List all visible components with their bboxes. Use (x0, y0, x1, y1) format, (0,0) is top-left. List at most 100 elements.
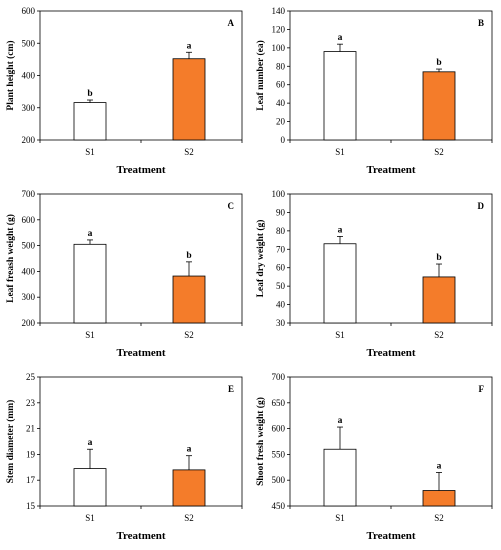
panel-d: 30 40 50 60 70 80 90 100 a S1 b S2 Treatment Leaf dry… (250, 183, 500, 366)
y-tick-label: 600 (272, 424, 286, 434)
bar-s2 (172, 275, 206, 324)
panel-letter: A (228, 18, 235, 28)
panel-letter: B (478, 18, 484, 28)
bar-s2 (422, 490, 456, 507)
y-tick-label: 120 (272, 24, 286, 34)
significance-letter: a (437, 461, 442, 471)
x-axis-label: Treatment (366, 164, 415, 176)
y-tick-label: 100 (272, 189, 286, 199)
y-tick-label: 140 (272, 6, 286, 16)
panel-a: 200 300 400 500 600 b S1 a S2 Treatment Plant heig… (0, 0, 250, 183)
y-tick-label: 400 (22, 71, 36, 81)
y-tick-label: 90 (276, 207, 286, 217)
x-axis-label: Treatment (366, 530, 415, 542)
x-axis-label: Treatment (366, 347, 415, 359)
x-tick-label: S1 (335, 147, 345, 157)
bar-s2 (172, 58, 206, 141)
x-tick-label: S2 (434, 513, 444, 523)
x-axis-label: Treatment (116, 347, 165, 359)
significance-letter: b (436, 253, 441, 263)
y-tick-label: 60 (276, 80, 286, 90)
y-tick-label: 700 (22, 189, 36, 199)
y-tick-label: 80 (276, 226, 286, 236)
plot-frame (39, 376, 243, 507)
y-tick-label: 200 (22, 318, 36, 328)
plot-frame (289, 193, 493, 324)
significance-letter: a (338, 416, 343, 426)
chart-c: 200 300 400 500 600 700 a S1 b S2 Treatment Leaf fr… (5, 189, 243, 359)
y-tick-label: 20 (276, 117, 286, 127)
plot-frame (289, 10, 493, 141)
y-tick-label: 21 (26, 424, 35, 434)
y-tick-label: 50 (276, 281, 286, 291)
y-tick-label: 60 (276, 263, 286, 273)
y-tick-label: 300 (22, 292, 36, 302)
y-tick-label: 600 (22, 6, 36, 16)
y-tick-label: 500 (22, 38, 36, 48)
y-tick-label: 15 (26, 501, 36, 511)
x-tick-label: S1 (335, 513, 345, 523)
bar-s2 (422, 276, 456, 324)
bar-s1 (323, 448, 357, 507)
y-tick-label: 500 (22, 241, 36, 251)
x-tick-label: S1 (85, 147, 95, 157)
significance-letter: a (187, 445, 192, 455)
panel-letter: F (479, 384, 485, 394)
significance-letter: b (436, 58, 441, 68)
y-tick-label: 700 (272, 372, 286, 382)
x-tick-label: S2 (434, 330, 444, 340)
panel-e: 15 17 19 21 23 25 a S1 a S2 Treatment Stem diameter… (0, 366, 250, 549)
y-tick-label: 100 (272, 43, 286, 53)
panel-letter: E (228, 384, 234, 394)
y-tick-label: 400 (22, 266, 36, 276)
chart-f: 450 500 550 600 650 700 a S1 a S2 Treatment Shoot f… (255, 372, 493, 542)
chart-d: 30 40 50 60 70 80 90 100 a S1 b S2 Treatment Leaf dry… (255, 189, 493, 359)
y-axis-label: Leaf number (ea) (255, 40, 266, 111)
x-axis-label: Treatment (116, 530, 165, 542)
panel-letter: D (478, 201, 485, 211)
significance-letter: a (88, 438, 93, 448)
y-tick-label: 650 (272, 398, 286, 408)
y-tick-label: 80 (276, 61, 286, 71)
bar-s2 (422, 71, 456, 141)
y-tick-label: 300 (22, 103, 36, 113)
x-tick-label: S1 (85, 513, 95, 523)
chart-b: 0 20 40 60 80 100 120 140 a S1 b S2 Treatment Leaf nu… (255, 6, 493, 176)
y-axis-label: Leaf dry weight (g) (255, 220, 266, 298)
y-tick-label: 0 (281, 135, 286, 145)
panel-b: 0 20 40 60 80 100 120 140 a S1 b S2 Treatment Leaf nu… (250, 0, 500, 183)
plot-frame (39, 193, 243, 324)
bar-s1 (323, 51, 357, 141)
y-axis-label: Plant height (cm) (5, 40, 16, 110)
x-tick-label: S2 (434, 147, 444, 157)
x-tick-label: S2 (184, 513, 194, 523)
significance-letter: a (338, 225, 343, 235)
y-tick-label: 40 (276, 300, 286, 310)
y-tick-label: 23 (26, 398, 36, 408)
bar-s1 (323, 243, 357, 324)
x-tick-label: S2 (184, 330, 194, 340)
y-tick-label: 19 (26, 449, 36, 459)
y-tick-label: 450 (272, 501, 286, 511)
y-axis-label: Stem diameter (mm) (5, 400, 16, 484)
panel-c: 200 300 400 500 600 700 a S1 b S2 Treatment Leaf fr… (0, 183, 250, 366)
significance-letter: a (187, 41, 192, 51)
chart-e: 15 17 19 21 23 25 a S1 a S2 Treatment Stem diameter… (5, 372, 243, 542)
plot-frame (289, 376, 493, 507)
bar-s1 (73, 102, 107, 141)
significance-letter: a (88, 229, 93, 239)
y-tick-label: 70 (276, 244, 286, 254)
significance-letter: a (338, 33, 343, 43)
plot-frame (39, 10, 243, 141)
y-axis-label: Shoot fresh weight (g) (255, 397, 266, 486)
x-tick-label: S1 (85, 330, 95, 340)
y-tick-label: 550 (272, 449, 286, 459)
y-tick-label: 200 (22, 135, 36, 145)
y-tick-label: 40 (276, 98, 286, 108)
bar-s1 (73, 243, 107, 324)
y-tick-label: 30 (276, 318, 286, 328)
x-axis-label: Treatment (116, 164, 165, 176)
panel-letter: C (228, 201, 235, 211)
panel-f: 450 500 550 600 650 700 a S1 a S2 Treatment Shoot f… (250, 366, 500, 549)
